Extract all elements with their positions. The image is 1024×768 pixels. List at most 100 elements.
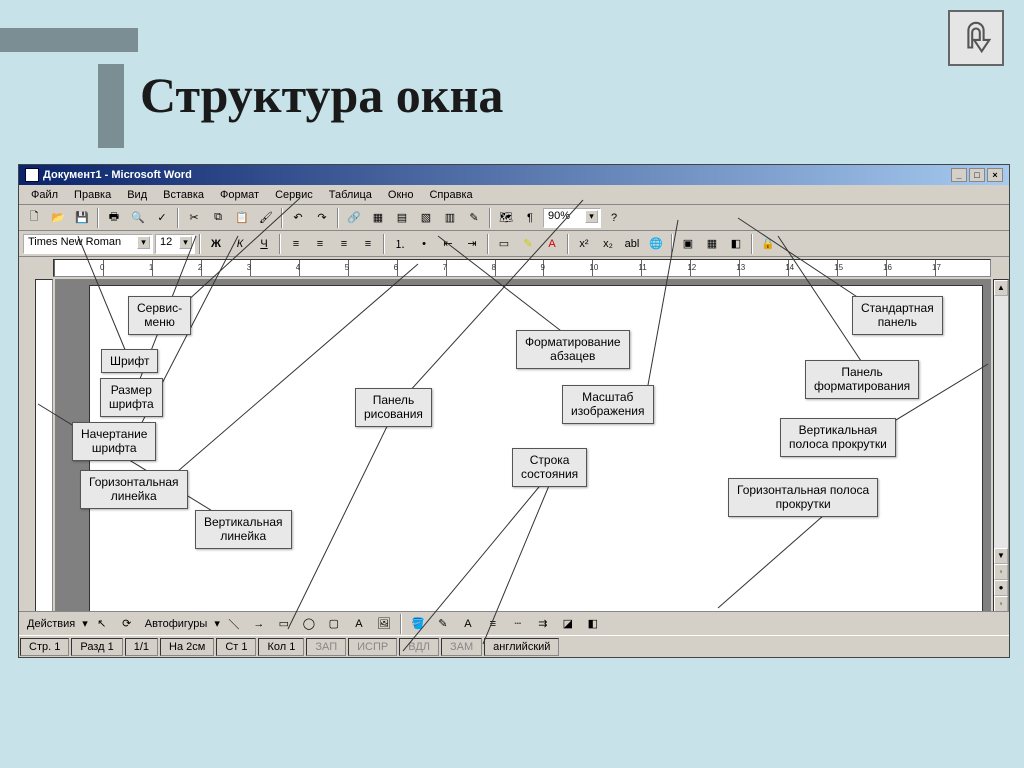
font-size-combo[interactable]: 12: [155, 234, 195, 254]
increase-indent-icon[interactable]: ⇥: [461, 233, 483, 255]
line-style-icon[interactable]: ≡: [482, 613, 504, 635]
tables-borders-icon[interactable]: ▦: [367, 207, 389, 229]
status-ext[interactable]: ВДЛ: [399, 638, 439, 656]
columns-icon[interactable]: ▥: [439, 207, 461, 229]
status-trk[interactable]: ИСПР: [348, 638, 397, 656]
back-button[interactable]: [948, 10, 1004, 66]
rectangle-icon[interactable]: ▭: [273, 613, 295, 635]
print-icon[interactable]: 🖶: [103, 207, 125, 229]
borders-icon[interactable]: ▭: [493, 233, 515, 255]
menu-insert[interactable]: Вставка: [155, 187, 212, 203]
save-icon[interactable]: 💾: [71, 207, 93, 229]
misc2-icon[interactable]: ▦: [701, 233, 723, 255]
align-right-icon[interactable]: ≡: [333, 233, 355, 255]
bold-button[interactable]: Ж: [205, 233, 227, 255]
redo-icon[interactable]: ↷: [311, 207, 333, 229]
preview-icon[interactable]: 🔍: [127, 207, 149, 229]
3d-icon[interactable]: ◧: [582, 613, 604, 635]
menu-help[interactable]: Справка: [421, 187, 480, 203]
menu-view[interactable]: Вид: [119, 187, 155, 203]
lock-icon[interactable]: 🔒: [757, 233, 779, 255]
numbering-icon[interactable]: ⒈: [389, 233, 411, 255]
wordart-icon[interactable]: A: [348, 613, 370, 635]
status-page: Стр. 1: [20, 638, 69, 656]
label-status-row: Строка состояния: [512, 448, 587, 487]
lang-icon[interactable]: 🌐: [645, 233, 667, 255]
slide-title: Структура окна: [140, 66, 503, 124]
vertical-ruler[interactable]: [35, 279, 53, 613]
subscript-icon[interactable]: x₂: [597, 233, 619, 255]
status-lang[interactable]: английский: [484, 638, 559, 656]
vertical-scrollbar[interactable]: ▲ ▼ ◦ ● ◦: [993, 279, 1009, 613]
misc1-icon[interactable]: ▣: [677, 233, 699, 255]
font-color-icon[interactable]: A: [541, 233, 563, 255]
draw-actions-menu[interactable]: Действия: [23, 616, 79, 632]
excel-icon[interactable]: ▧: [415, 207, 437, 229]
highlight-icon[interactable]: ✎: [517, 233, 539, 255]
cut-icon[interactable]: ✂: [183, 207, 205, 229]
help-icon[interactable]: ?: [603, 207, 625, 229]
menu-file[interactable]: Файл: [23, 187, 66, 203]
scroll-down-icon[interactable]: ▼: [994, 548, 1008, 564]
prev-page-icon[interactable]: ◦: [994, 564, 1008, 580]
line-icon[interactable]: ＼: [223, 613, 245, 635]
paste-icon[interactable]: 📋: [231, 207, 253, 229]
drawing-icon[interactable]: ✎: [463, 207, 485, 229]
new-doc-icon[interactable]: 🗋: [23, 207, 45, 229]
status-rec[interactable]: ЗАП: [306, 638, 346, 656]
u-turn-icon: [957, 19, 995, 57]
status-col: Кол 1: [258, 638, 304, 656]
bullets-icon[interactable]: •: [413, 233, 435, 255]
open-icon[interactable]: 📂: [47, 207, 69, 229]
arrow-icon[interactable]: →: [248, 613, 270, 635]
font-name-combo[interactable]: Times New Roman: [23, 234, 153, 254]
hyperlink-icon[interactable]: 🔗: [343, 207, 365, 229]
misc3-icon[interactable]: ◧: [725, 233, 747, 255]
insert-table-icon[interactable]: ▤: [391, 207, 413, 229]
decrease-indent-icon[interactable]: ⇤: [437, 233, 459, 255]
font-color2-icon[interactable]: A: [457, 613, 479, 635]
horizontal-ruler[interactable]: 01234567891011121314151617: [53, 259, 991, 277]
label-para-format: Форматирование абзацев: [516, 330, 630, 369]
underline-button[interactable]: Ч: [253, 233, 275, 255]
label-font-style: Начертание шрифта: [72, 422, 156, 461]
italic-button[interactable]: К: [229, 233, 251, 255]
scroll-up-icon[interactable]: ▲: [994, 280, 1008, 296]
textbox-icon[interactable]: abl: [621, 233, 643, 255]
select-objects-icon[interactable]: ↖: [91, 613, 113, 635]
menu-edit[interactable]: Правка: [66, 187, 119, 203]
doc-map-icon[interactable]: 🗺: [495, 207, 517, 229]
line-color-icon[interactable]: ✎: [432, 613, 454, 635]
minimize-button[interactable]: _: [951, 168, 967, 182]
autoshapes-menu[interactable]: Автофигуры: [141, 616, 212, 632]
zoom-combo[interactable]: 90%: [543, 208, 601, 228]
shadow-icon[interactable]: ◪: [557, 613, 579, 635]
status-ovr[interactable]: ЗАМ: [441, 638, 482, 656]
clipart-icon[interactable]: 🖼: [373, 613, 395, 635]
menu-format[interactable]: Формат: [212, 187, 267, 203]
next-page-icon[interactable]: ◦: [994, 596, 1008, 612]
superscript-icon[interactable]: x²: [573, 233, 595, 255]
align-left-icon[interactable]: ≡: [285, 233, 307, 255]
show-hide-icon[interactable]: ¶: [519, 207, 541, 229]
justify-icon[interactable]: ≡: [357, 233, 379, 255]
maximize-button[interactable]: □: [969, 168, 985, 182]
menu-window[interactable]: Окно: [380, 187, 422, 203]
menu-service[interactable]: Сервис: [267, 187, 321, 203]
titlebar-text: Документ1 - Microsoft Word: [43, 169, 192, 181]
oval-icon[interactable]: ◯: [298, 613, 320, 635]
close-button[interactable]: ×: [987, 168, 1003, 182]
format-painter-icon[interactable]: 🖌: [255, 207, 277, 229]
fill-color-icon[interactable]: 🪣: [407, 613, 429, 635]
dash-style-icon[interactable]: ┄: [507, 613, 529, 635]
undo-icon[interactable]: ↶: [287, 207, 309, 229]
menu-table[interactable]: Таблица: [321, 187, 380, 203]
browse-object-icon[interactable]: ●: [994, 580, 1008, 596]
rotate-icon[interactable]: ⟳: [116, 613, 138, 635]
copy-icon[interactable]: ⧉: [207, 207, 229, 229]
text-box-icon[interactable]: ▢: [323, 613, 345, 635]
arrow-style-icon[interactable]: ⇉: [532, 613, 554, 635]
standard-toolbar: 🗋 📂 💾 🖶 🔍 ✓ ✂ ⧉ 📋 🖌 ↶ ↷ 🔗 ▦ ▤ ▧ ▥ ✎ 🗺 ¶ …: [19, 205, 1009, 231]
align-center-icon[interactable]: ≡: [309, 233, 331, 255]
spellcheck-icon[interactable]: ✓: [151, 207, 173, 229]
